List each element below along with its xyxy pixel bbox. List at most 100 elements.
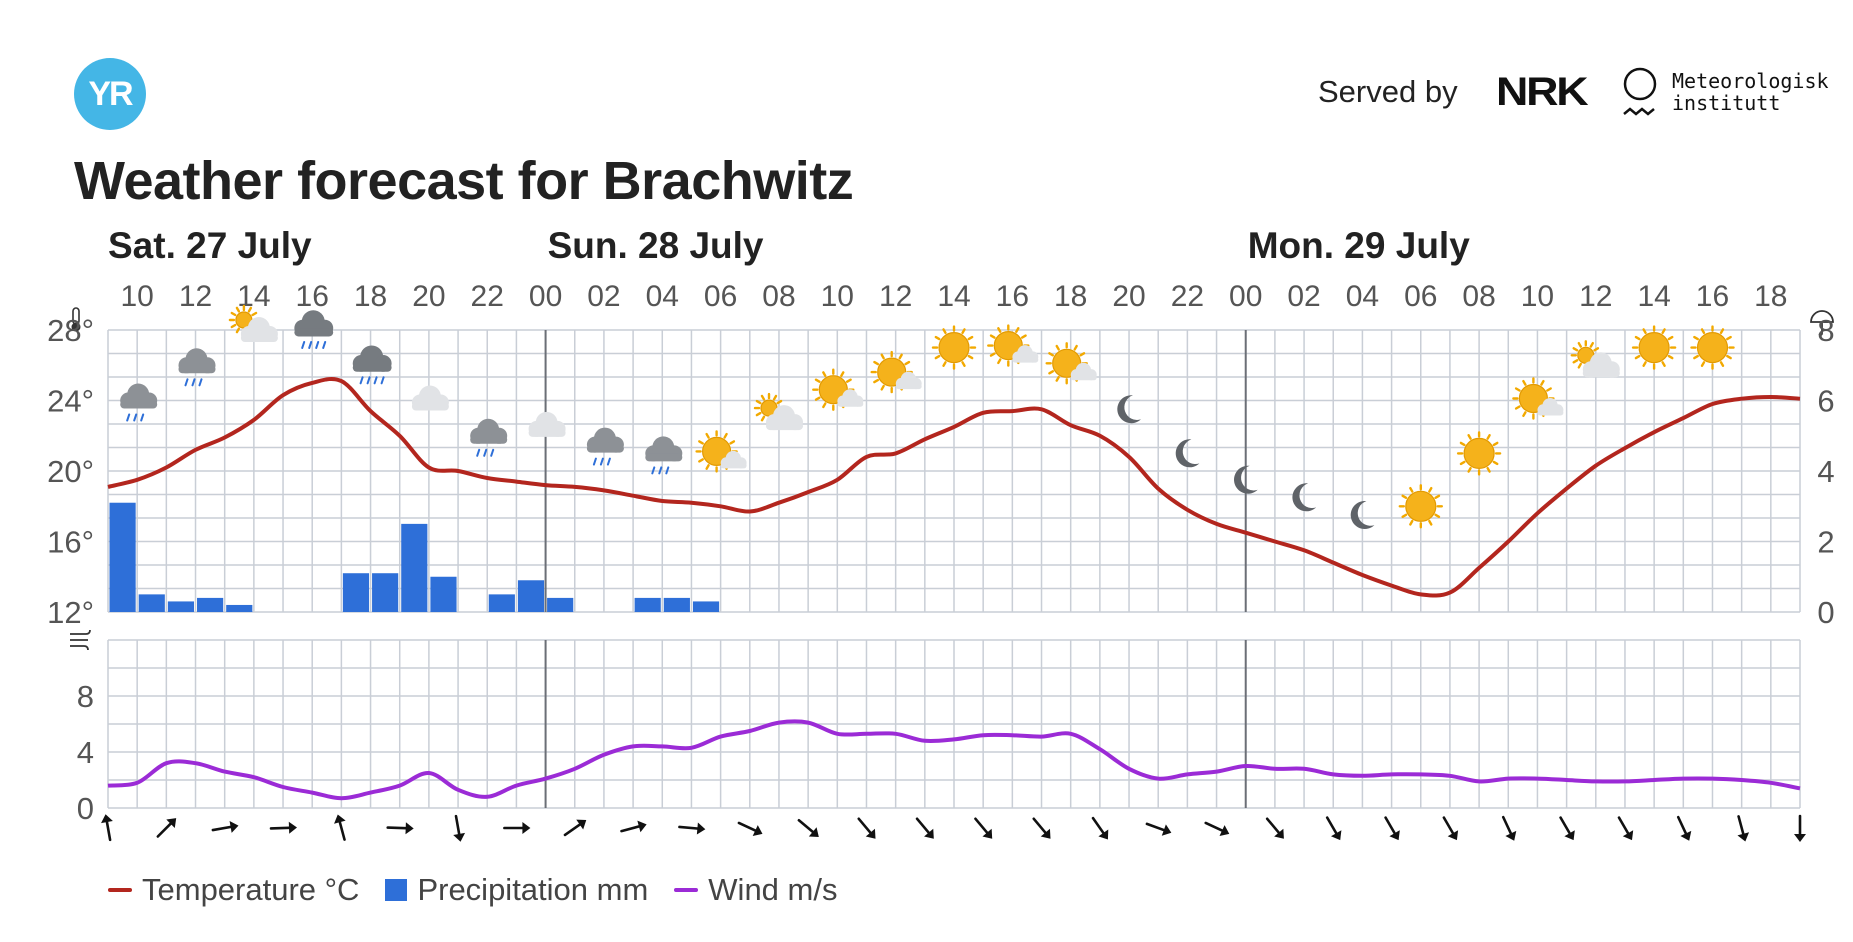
wind-direction-arrow-icon: [620, 820, 647, 833]
precipitation-bar: [138, 594, 165, 612]
precipitation-bar: [372, 573, 399, 612]
wind-direction-arrow-icon: [1384, 816, 1400, 841]
precipitation-bar: [226, 604, 253, 612]
cloud-rain-icon: [586, 427, 624, 466]
sun-icon: [1398, 484, 1444, 529]
precipitation-bar: [342, 573, 370, 612]
wind-icon: [70, 629, 91, 651]
hour-tick-label: 02: [587, 280, 620, 313]
hour-tick-label: 20: [412, 280, 445, 313]
legend-temperature: Temperature °C: [108, 872, 359, 908]
hour-tick-label: 10: [821, 280, 854, 313]
legend-wind-label: Wind m/s: [708, 872, 838, 907]
yr-logo-text: YR: [88, 74, 133, 113]
hour-tick-label: 06: [704, 280, 737, 313]
wind-direction-arrow-icon: [334, 814, 346, 841]
hour-tick-label: 14: [237, 280, 270, 313]
sun-icon: [931, 325, 977, 370]
wind-direction-arrow-icon: [1617, 816, 1634, 841]
wind-direction-arrow-icon: [915, 817, 934, 839]
legend-wind-swatch: [674, 888, 699, 892]
hour-tick-label: 14: [937, 280, 970, 313]
page-title: Weather forecast for Brachwitz: [74, 151, 854, 211]
cloud-rain-icon: [470, 418, 508, 457]
chart-legend: Temperature °C Precipitation mm Wind m/s: [108, 872, 837, 908]
day-label: Mon. 29 July: [1248, 225, 1470, 266]
temperature-tick-label: 12°: [47, 595, 94, 630]
wind-direction-arrow-icon: [156, 818, 177, 838]
wind-direction-arrow-icon: [1501, 815, 1517, 841]
cloud-rain-icon: [178, 348, 216, 387]
precipitation-bar: [401, 523, 428, 612]
wind-direction-arrow-icon: [453, 814, 466, 842]
precipitation-tick-label: 0: [1817, 595, 1834, 630]
sun-icon: [1690, 325, 1735, 370]
wind-direction-arrow-icon: [101, 814, 113, 842]
temperature-tick-label: 16°: [47, 525, 94, 560]
nrk-logo[interactable]: NRK: [1496, 70, 1589, 114]
sun-icon: [1631, 325, 1677, 370]
moon-icon: [1117, 395, 1141, 424]
precipitation-tick-label: 2: [1817, 525, 1834, 560]
wind-tick-label: 4: [77, 735, 94, 770]
wind-direction-arrow-icon: [737, 821, 763, 836]
precipitation-bar: [663, 597, 690, 612]
hour-tick-label: 12: [179, 280, 212, 313]
wind-direction-arrow-icon: [1442, 816, 1459, 841]
moon-icon: [1234, 465, 1258, 494]
hour-tick-label: 04: [646, 280, 679, 313]
served-by-label: Served by: [1318, 74, 1458, 109]
sun-cloud-icon: [1045, 342, 1097, 385]
hour-tick-label: 20: [1112, 280, 1145, 313]
day-label: Sat. 27 July: [108, 225, 312, 266]
wind-direction-arrow-icon: [857, 817, 876, 839]
wind-direction-arrow-icon: [1559, 816, 1575, 841]
wind-direction-arrow-icon: [211, 821, 239, 833]
met-institute-logo[interactable]: Meteorologisk institutt: [1672, 70, 1829, 114]
precipitation-bar: [634, 597, 661, 612]
hour-tick-label: 18: [354, 280, 387, 313]
sun-icon: [1456, 431, 1502, 476]
wind-direction-arrow-icon: [797, 818, 819, 837]
hour-tick-label: 08: [1462, 280, 1495, 313]
wind-direction-arrow-icon: [1794, 814, 1806, 842]
temperature-tick-label: 20°: [47, 454, 94, 489]
temperature-tick-label: 24°: [47, 384, 94, 419]
legend-wind: Wind m/s: [674, 872, 837, 908]
thermometer-icon: [71, 307, 81, 332]
precipitation-bar: [197, 597, 224, 612]
met-institute-line1: Meteorologisk: [1672, 69, 1829, 93]
legend-temperature-swatch: [108, 888, 132, 892]
precipitation-bar: [109, 502, 136, 612]
precipitation-bars: [109, 502, 720, 612]
precipitation-tick-label: 4: [1817, 454, 1834, 489]
hour-tick-label: 22: [1171, 280, 1204, 313]
precipitation-bar: [517, 580, 545, 612]
wind-direction-arrow-icon: [563, 819, 587, 837]
partly-cloudy-icon: [753, 392, 803, 431]
sun-cloud-icon: [812, 368, 864, 411]
hour-tick-label: 16: [1696, 280, 1729, 313]
wind-line: [107, 719, 1801, 801]
hour-tick-label: 04: [1346, 280, 1379, 313]
hour-tick-label: 12: [1579, 280, 1612, 313]
legend-temperature-label: Temperature °C: [142, 872, 360, 907]
cloud-rain-icon: [645, 436, 683, 475]
sun-cloud-icon: [987, 324, 1039, 367]
precipitation-bar: [692, 601, 720, 612]
sun-cloud-icon: [695, 430, 747, 473]
cloud-rain-icon: [120, 383, 158, 422]
sun-cloud-icon: [1512, 377, 1564, 420]
met-institute-icon: [1623, 67, 1657, 116]
hour-tick-label: 18: [1754, 280, 1787, 313]
legend-precipitation-swatch: [385, 879, 408, 901]
wind-tick-label: 8: [77, 679, 94, 714]
hour-tick-label: 10: [120, 280, 153, 313]
temperature-line: [107, 376, 1801, 598]
precipitation-tick-label: 6: [1817, 384, 1834, 419]
precipitation-bar: [430, 576, 457, 612]
temperature-tick-label: 28°: [47, 313, 94, 348]
yr-logo[interactable]: YR: [74, 58, 146, 130]
wind-direction-arrow-icon: [269, 821, 297, 834]
sun-cloud-icon: [870, 350, 922, 394]
